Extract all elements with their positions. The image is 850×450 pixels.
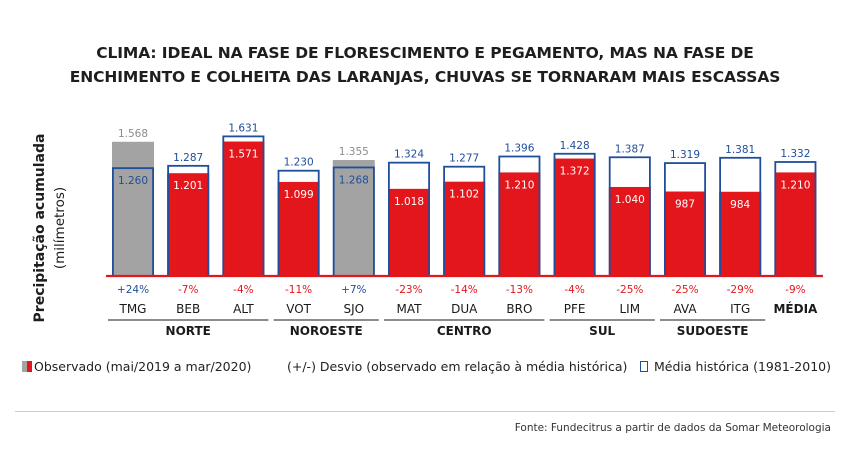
- deviation-label: -25%: [616, 284, 643, 296]
- deviation-label: -13%: [506, 284, 533, 296]
- category-label-5: MAT: [397, 302, 423, 316]
- observed-bar-beb: [167, 173, 210, 276]
- observed-value-label: 1.018: [394, 196, 424, 208]
- chart-title: CLIMA: IDEAL NA FASE DE FLORESCIMENTO E …: [0, 41, 850, 89]
- legend-observed-swatch: [22, 361, 32, 372]
- group-label-noroeste: NOROESTE: [290, 324, 363, 338]
- historical-value-label: 1.230: [284, 157, 314, 169]
- observed-value-label: 1.040: [615, 194, 645, 206]
- category-label-1: BEB: [176, 302, 200, 316]
- deviation-label: -23%: [395, 284, 422, 296]
- category-label-10: AVA: [673, 302, 697, 316]
- category-label-7: BRO: [506, 302, 532, 316]
- observed-value-label: 984: [730, 199, 750, 211]
- deviation-label: -14%: [451, 284, 478, 296]
- deviation-label: -7%: [178, 284, 198, 296]
- historical-value-label: 1.332: [780, 148, 810, 160]
- group-label-centro: CENTRO: [437, 324, 492, 338]
- historical-value-label: 1.287: [173, 152, 203, 164]
- historical-value-label: 1.396: [504, 143, 534, 155]
- category-label-2: ALT: [233, 302, 254, 316]
- bar-chart: Precipitação acumulada (milímetros) 1.56…: [32, 122, 823, 338]
- historical-value-label: 1.319: [670, 149, 700, 161]
- category-label-0: TMG: [119, 302, 147, 316]
- historical-value-label: 1.631: [228, 122, 258, 134]
- y-axis-unit: (milímetros): [52, 187, 68, 269]
- legend-historical-swatch: [640, 361, 648, 372]
- footer-divider: [15, 411, 835, 412]
- category-label-12: MÉDIA: [773, 301, 818, 316]
- observed-bar-itg: [719, 191, 762, 276]
- observed-value-label: 1.201: [173, 180, 203, 192]
- observed-value-label: 1.355: [339, 146, 369, 158]
- observed-bar-dua: [443, 181, 486, 276]
- legend-historical-label: Média histórica (1981-2010): [654, 359, 831, 374]
- source-note: Fonte: Fundecitrus a partir de dados da …: [514, 422, 831, 434]
- observed-bar-tmg: [112, 141, 154, 276]
- category-label-8: PFE: [564, 302, 586, 316]
- historical-value-label: 1.260: [118, 175, 148, 187]
- group-label-norte: NORTE: [166, 324, 211, 338]
- deviation-label: +24%: [117, 284, 149, 296]
- observed-value-label: 1.571: [228, 149, 258, 161]
- observed-bar-mat: [388, 188, 430, 276]
- legend-item-observed: Observado (mai/2019 a mar/2020): [22, 359, 251, 374]
- observed-value-label: 987: [675, 199, 695, 211]
- historical-value-label: 1.324: [394, 149, 424, 161]
- deviation-label: -4%: [233, 284, 253, 296]
- deviation-label: -29%: [727, 284, 754, 296]
- observed-bar-lim: [608, 186, 651, 276]
- legend-item-deviation: (+/-) Desvio (observado em relação à méd…: [287, 359, 627, 374]
- observed-bar-alt: [222, 141, 265, 276]
- deviation-label: -9%: [785, 284, 805, 296]
- historical-value-label: 1.268: [339, 174, 369, 186]
- observed-bar-bro: [498, 172, 541, 276]
- chart-title-line-2: ENCHIMENTO E COLHEITA DAS LARANJAS, CHUV…: [69, 68, 781, 86]
- observed-bar-média: [774, 172, 817, 276]
- observed-value-label: 1.568: [118, 128, 148, 140]
- observed-value-label: 1.099: [284, 189, 314, 201]
- observed-bar-sjo: [332, 160, 375, 276]
- historical-value-label: 1.277: [449, 153, 479, 165]
- category-label-9: LIM: [620, 302, 641, 316]
- chart-title-line-1: CLIMA: IDEAL NA FASE DE FLORESCIMENTO E …: [96, 44, 754, 62]
- category-label-4: SJO: [343, 302, 364, 316]
- deviation-label: -25%: [671, 284, 698, 296]
- observed-bar-ava: [664, 191, 706, 276]
- category-label-3: VOT: [286, 302, 311, 316]
- legend-observed-label: Observado (mai/2019 a mar/2020): [34, 359, 252, 374]
- historical-value-label: 1.428: [560, 140, 590, 152]
- observed-value-label: 1.372: [560, 166, 590, 178]
- deviation-label: +7%: [341, 284, 366, 296]
- group-label-sudoeste: SUDOESTE: [677, 324, 749, 338]
- observed-bar-pfe: [553, 158, 596, 276]
- historical-value-label: 1.381: [725, 144, 755, 156]
- legend-deviation-label: (+/-) Desvio (observado em relação à méd…: [287, 359, 628, 374]
- deviation-label: -11%: [285, 284, 312, 296]
- legend-item-historical: Média histórica (1981-2010): [640, 359, 831, 374]
- category-label-6: DUA: [451, 302, 478, 316]
- y-axis-label: Precipitação acumulada: [32, 134, 48, 323]
- group-label-sul: SUL: [589, 324, 615, 338]
- observed-value-label: 1.210: [780, 179, 810, 191]
- observed-value-label: 1.102: [449, 189, 479, 201]
- deviation-label: -4%: [564, 284, 584, 296]
- observed-bar-vot: [277, 181, 320, 276]
- category-label-11: ITG: [730, 302, 750, 316]
- observed-value-label: 1.210: [504, 179, 534, 191]
- historical-value-label: 1.387: [615, 143, 645, 155]
